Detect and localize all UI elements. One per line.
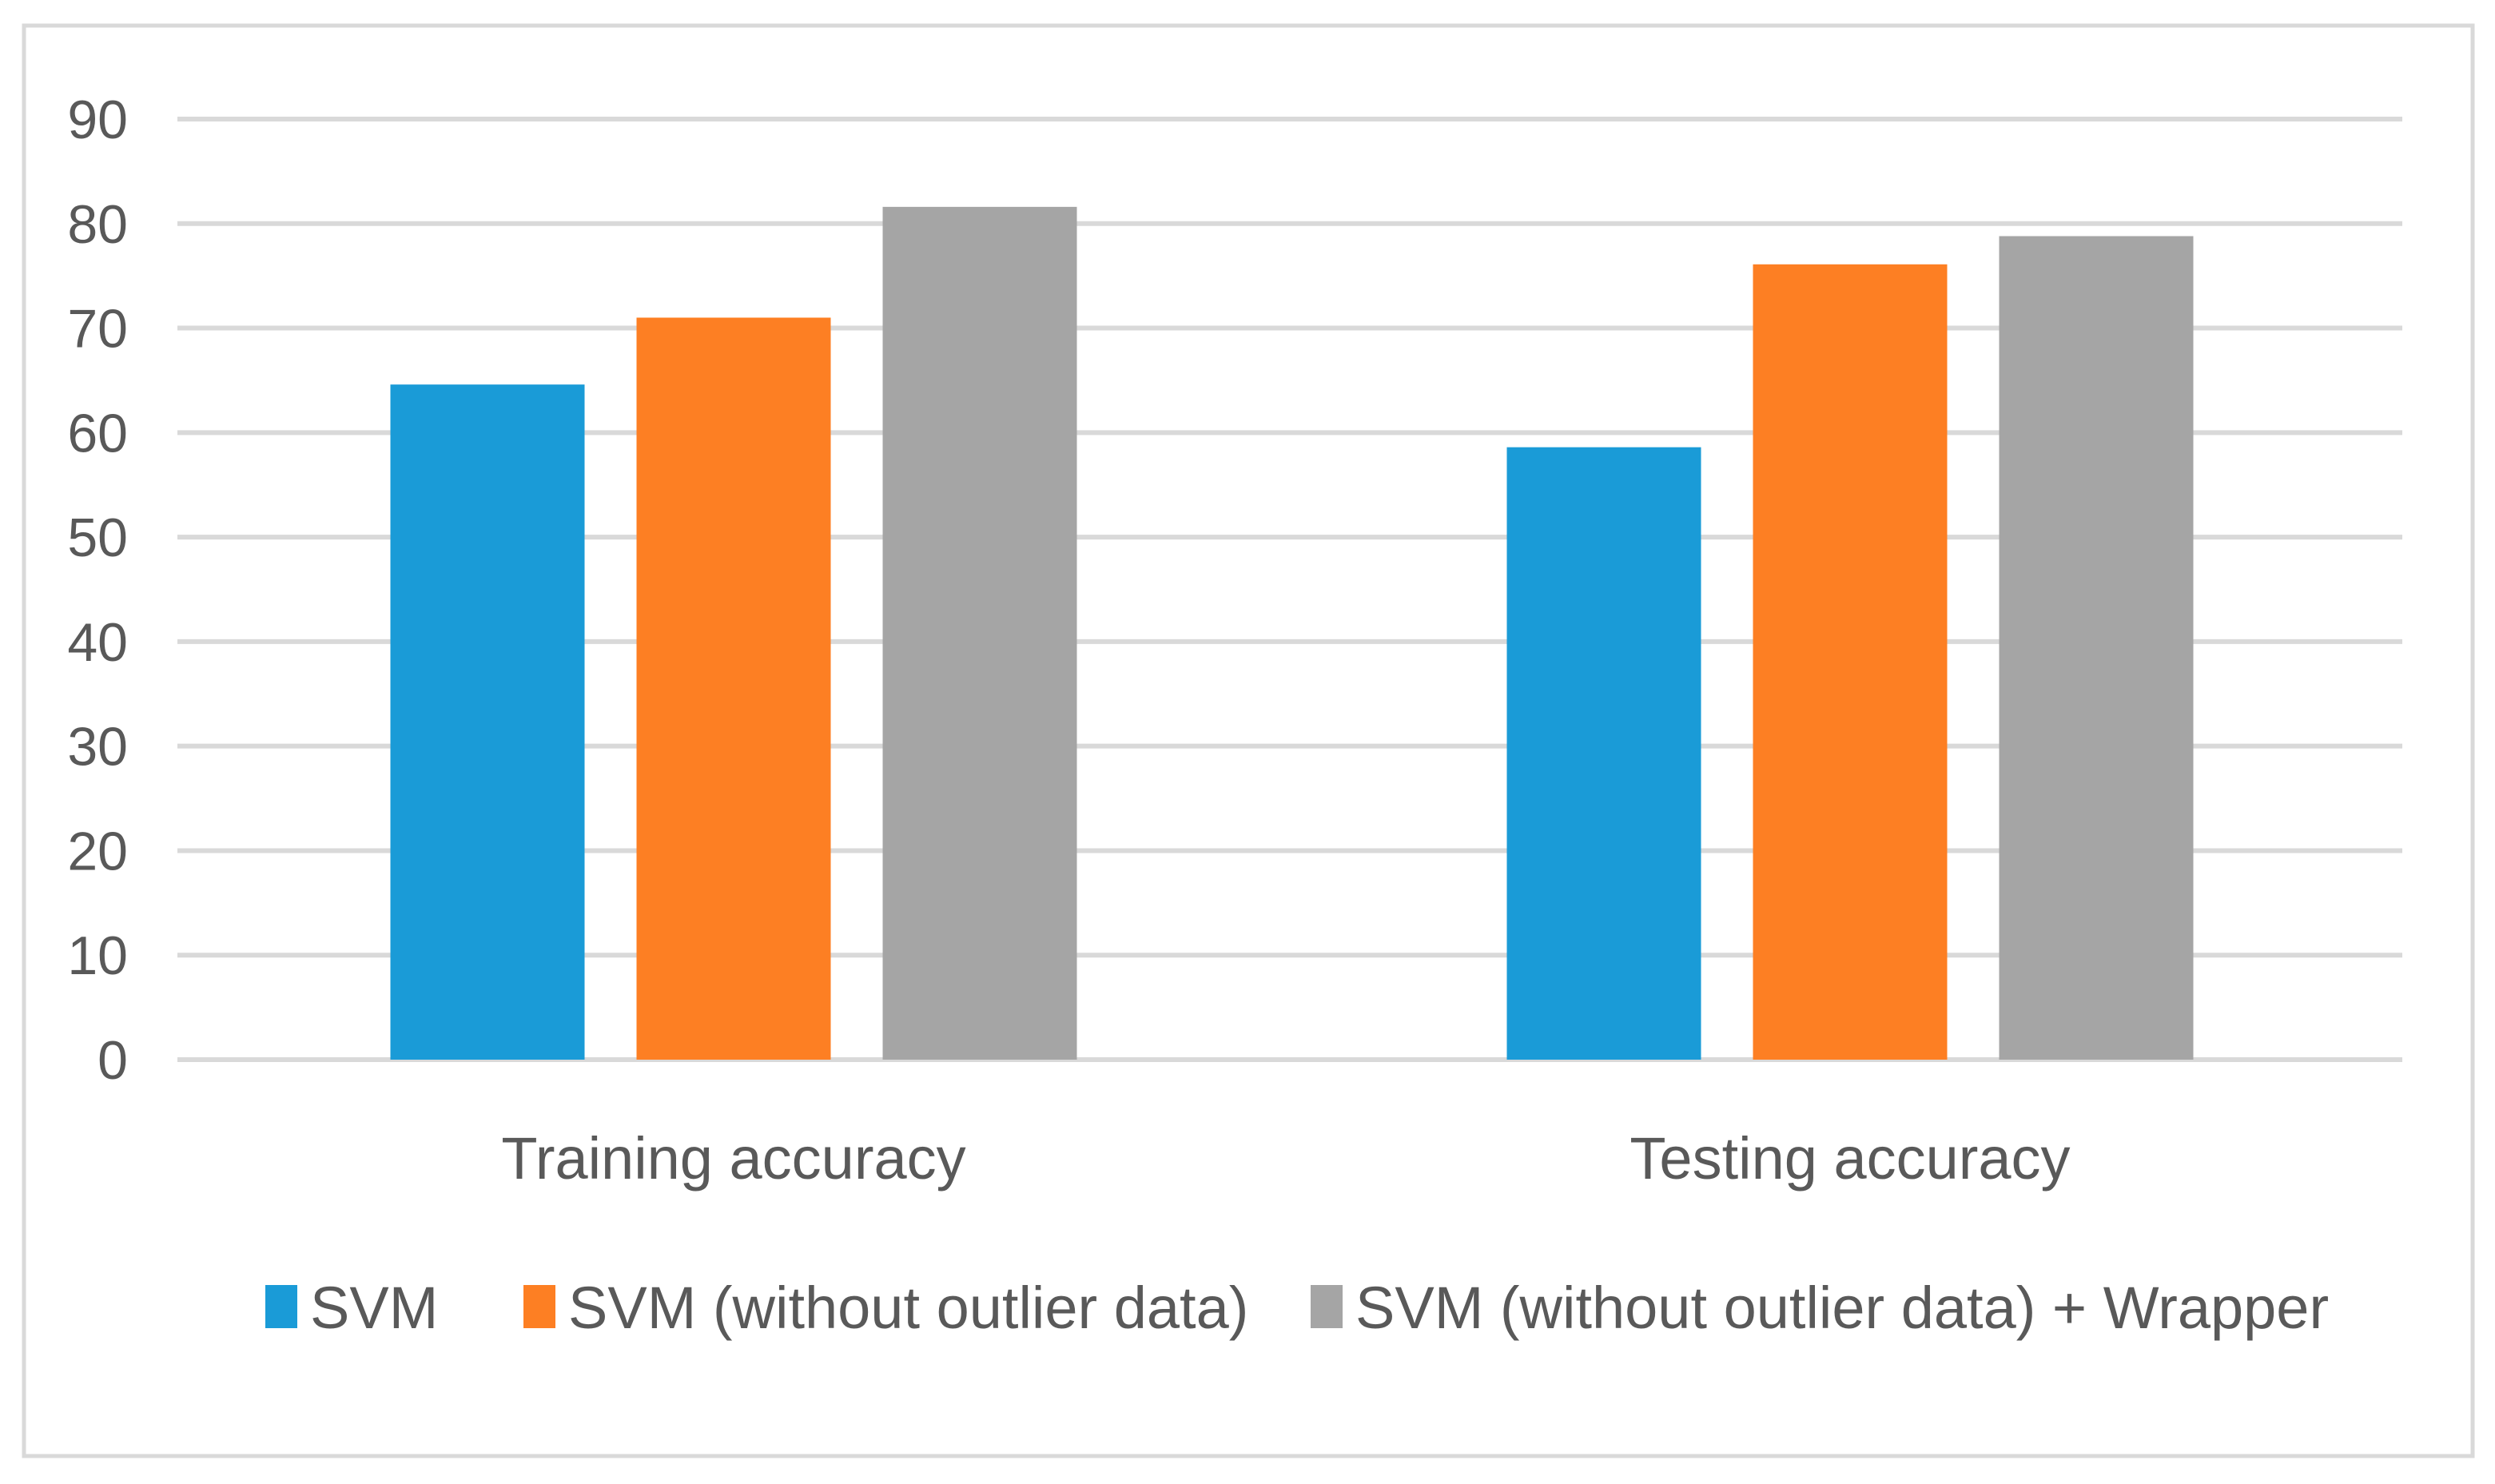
x-category-label: Training accuracy (501, 1125, 965, 1192)
y-tick-label: 70 (67, 299, 128, 360)
y-tick-label: 50 (67, 507, 128, 568)
legend-swatch-2 (523, 1285, 555, 1328)
bar-1-2 (1506, 447, 1701, 1060)
y-tick-label: 10 (67, 925, 128, 986)
y-tick-label: 40 (67, 612, 128, 673)
x-category-label: Testing accuracy (1630, 1125, 2070, 1192)
legend-label-3: SVM (without outlier data) + Wrapper (1355, 1275, 2329, 1341)
legend-label-1: SVM (310, 1275, 438, 1341)
bar-2-2 (1753, 264, 1948, 1060)
y-tick-label: 30 (67, 717, 128, 778)
y-axis-ticks: 0 10 20 30 40 50 60 70 80 90 (67, 90, 128, 1091)
legend-label-2: SVM (without outlier data) (568, 1275, 1248, 1341)
legend-swatch-1 (265, 1285, 297, 1328)
y-tick-label: 80 (67, 194, 128, 255)
bar-1-1 (390, 384, 585, 1060)
legend: SVM SVM (without outlier data) SVM (withou… (265, 1275, 2329, 1341)
bar-3-2 (1999, 236, 2194, 1060)
bar-2-1 (636, 317, 831, 1060)
bar-3-1 (882, 206, 1077, 1060)
y-tick-label: 0 (97, 1030, 128, 1091)
y-tick-label: 90 (67, 90, 128, 150)
y-tick-label: 20 (67, 821, 128, 881)
y-tick-label: 60 (67, 403, 128, 464)
legend-swatch-3 (1311, 1285, 1343, 1328)
bars (390, 206, 2194, 1060)
x-axis-categories: Training accuracy Testing accuracy (501, 1125, 2070, 1192)
